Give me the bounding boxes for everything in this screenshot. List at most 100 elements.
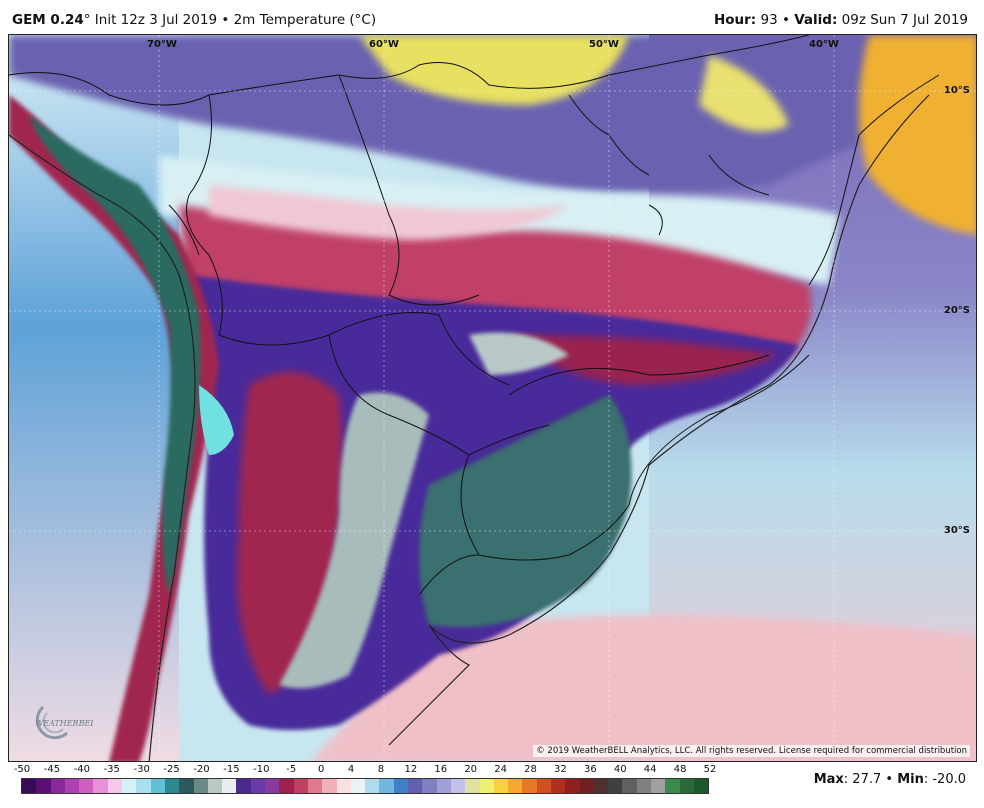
colorbar-tick-label: -20: [193, 764, 210, 775]
colorbar-scale: [21, 778, 709, 794]
map-graphic: [9, 35, 976, 761]
colorbar-swatch: [193, 779, 208, 793]
colorbar-swatch: [150, 779, 165, 793]
lat-label-30s: 30°S: [943, 525, 970, 536]
colorbar-swatch: [179, 779, 194, 793]
colorbar-tick-label: 8: [377, 764, 385, 775]
colorbar: -50 -45 -40 -35 -30 -25 -20 -15 -10 -5 0 4 8 12 16 20 24…: [12, 764, 717, 804]
colorbar-tick-label: 4: [347, 764, 355, 775]
map-header: GEM 0.24° Init 12z 3 Jul 2019 • 2m Tempe…: [0, 0, 984, 34]
lon-label-40w: 40°W: [809, 39, 839, 50]
colorbar-swatch: [293, 779, 308, 793]
colorbar-swatch: [622, 779, 637, 793]
colorbar-ticks: -50 -45 -40 -35 -30 -25 -20 -15 -10 -5 0 4 8 12 16 20 24…: [12, 764, 717, 778]
colorbar-swatch: [679, 779, 694, 793]
andes-icy-peak: [199, 385, 234, 455]
colorbar-tick-label: -10: [253, 764, 270, 775]
colorbar-tick-label: 48: [673, 764, 687, 775]
max-value: : 27.7 •: [843, 772, 898, 787]
colorbar-swatch: [565, 779, 580, 793]
colorbar-tick-label: -50: [13, 764, 31, 775]
country-borders: [9, 35, 940, 596]
colorbar-swatch: [593, 779, 609, 793]
max-min-readout: Max: 27.7 • Min: -20.0: [814, 772, 966, 787]
colorbar-swatch: [365, 779, 380, 793]
colorbar-swatch: [536, 779, 551, 793]
colorbar-swatch: [107, 779, 123, 793]
colorbar-tick-label: 24: [494, 764, 507, 775]
pink-band: [209, 185, 569, 240]
red-east-band: [509, 335, 779, 385]
colorbar-tick-label: 28: [524, 764, 537, 775]
colorbar-swatch: [636, 779, 652, 793]
colorbar-swatch: [93, 779, 108, 793]
colorbar-tick-label: -45: [43, 764, 61, 775]
colorbar-tick-label: 20: [464, 764, 478, 775]
copyright-notice: © 2019 WeatherBELL Analytics, LLC. All r…: [533, 745, 970, 757]
colorbar-tick-label: -35: [103, 764, 120, 775]
amazon-hot-zone: [359, 35, 629, 105]
min-label: Min: [897, 772, 924, 787]
colorbar-swatch: [550, 779, 566, 793]
colorbar-swatch: [450, 779, 466, 793]
colorbar-swatch: [393, 779, 409, 793]
colorbar-swatch: [508, 779, 523, 793]
colorbar-tick-label: 52: [703, 764, 717, 775]
colorbar-swatch: [64, 779, 80, 793]
valid-label: Valid:: [794, 12, 838, 28]
colorbar-swatch: [222, 779, 237, 793]
hour-label: Hour:: [713, 12, 757, 28]
colorbar-tick-label: -15: [223, 764, 240, 775]
colorbar-tick-label: -25: [163, 764, 180, 775]
northeast-hot-patch: [699, 55, 789, 132]
temperature-map[interactable]: 70°W 60°W 50°W 40°W 10°S 20°S 30°S WEATH…: [8, 34, 977, 762]
colorbar-swatch: [350, 779, 366, 793]
atlantic-hot-zone: [859, 35, 976, 235]
colorbar-tick-label: 12: [404, 764, 418, 775]
colorbar-swatch: [693, 779, 709, 793]
colorbar-swatch: [207, 779, 223, 793]
colorbar-swatch: [22, 779, 37, 793]
colorbar-swatch: [36, 779, 51, 793]
lat-lon-grid: [9, 35, 976, 761]
colorbar-swatch: [608, 779, 623, 793]
colorbar-swatch: [79, 779, 94, 793]
model-name: GEM 0.24: [12, 12, 84, 28]
colorbar-tick-label: 0: [317, 764, 325, 775]
cold-grey-zone: [279, 392, 429, 689]
andes-cold-green: [29, 115, 201, 595]
colorbar-swatch: [479, 779, 494, 793]
colorbar-swatch: [651, 779, 666, 793]
min-value: : -20.0: [923, 772, 966, 787]
colorbar-swatch: [336, 779, 351, 793]
title-left: GEM 0.24° Init 12z 3 Jul 2019 • 2m Tempe…: [12, 12, 376, 28]
hour-value: 93 •: [756, 12, 795, 28]
colorbar-tick-label: -5: [286, 764, 297, 775]
lat-label-10s: 10°S: [943, 85, 970, 96]
colorbar-tick-label: 16: [434, 764, 448, 775]
weatherbell-logo-icon: WEATHERBELL: [35, 705, 93, 740]
colorbar-swatch: [465, 779, 480, 793]
colorbar-swatch: [493, 779, 509, 793]
weatherbell-logo: WEATHERBELL: [23, 703, 93, 743]
title-right: Hour: 93 • Valid: 09z Sun 7 Jul 2019: [714, 12, 968, 28]
lon-label-60w: 60°W: [369, 39, 399, 50]
colorbar-swatch: [279, 779, 294, 793]
max-label: Max: [813, 772, 844, 787]
colorbar-tick-label: -40: [73, 764, 90, 775]
weatherbell-logo-text: WEATHERBELL: [35, 719, 93, 728]
colorbar-swatch: [408, 779, 423, 793]
lat-label-20s: 20°S: [943, 305, 970, 316]
colorbar-swatch: [579, 779, 594, 793]
colorbar-swatch: [436, 779, 451, 793]
colorbar-swatch: [422, 779, 437, 793]
cold-green-zone: [419, 395, 632, 627]
colorbar-swatch: [236, 779, 251, 793]
colorbar-tick-label: 36: [583, 764, 597, 775]
coastline: [9, 94, 930, 761]
colorbar-swatch: [164, 779, 180, 793]
lon-label-70w: 70°W: [147, 39, 177, 50]
cold-patch: [469, 332, 569, 375]
south-atlantic-warm: [310, 615, 976, 761]
colorbar-swatch: [50, 779, 65, 793]
